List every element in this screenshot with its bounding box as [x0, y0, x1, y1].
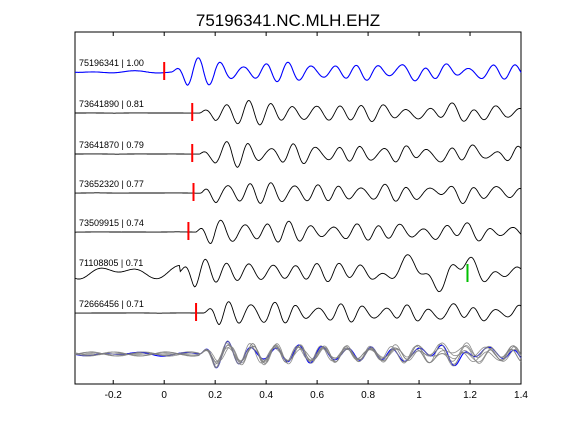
- trace-line-73641870: [75, 141, 522, 168]
- x-tick-label: 0.8: [361, 390, 375, 401]
- stack-overlay-line: [74, 342, 522, 366]
- picks-group: [163, 62, 469, 321]
- trace-line-71108805: [74, 254, 522, 293]
- trace-line-72666456: [75, 301, 522, 325]
- x-tick-label: 0.2: [208, 390, 222, 401]
- x-tick-label: 1.4: [514, 390, 528, 401]
- trace-line-73509915: [74, 219, 522, 244]
- trace-label: 73509915 | 0.74: [79, 218, 144, 228]
- x-tick-label: -0.2: [105, 390, 123, 401]
- trace-line-73652320: [75, 182, 522, 204]
- trace-label: 75196341 | 1.00: [79, 58, 144, 68]
- trace-label: 73641870 | 0.79: [79, 140, 144, 150]
- traces-group: [74, 57, 522, 325]
- chart-title: 75196341.NC.MLH.EHZ: [196, 11, 380, 30]
- trace-label: 72666456 | 0.71: [79, 299, 144, 309]
- trace-label: 73652320 | 0.77: [79, 179, 144, 189]
- trace-labels-group: 75196341 | 1.00 73641890 | 0.81 73641870 |…: [79, 58, 144, 309]
- plot-frame: [74, 31, 522, 385]
- x-tick-label: 1.2: [463, 390, 477, 401]
- x-tick-label: 0: [161, 390, 167, 401]
- x-axis: -0.2 0 0.2 0.4 0.6 0.8 1 1.2 1.4: [105, 32, 528, 401]
- stack-group: [74, 340, 522, 369]
- trace-line-75196341: [75, 57, 522, 86]
- trace-line-73641890: [75, 100, 522, 126]
- trace-label: 71108805 | 0.71: [79, 258, 143, 268]
- x-tick-label: 0.4: [259, 390, 273, 401]
- stack-overlay-line: [74, 340, 522, 368]
- x-tick-label: 1: [416, 390, 422, 401]
- trace-label: 73641890 | 0.81: [79, 99, 144, 109]
- x-tick-label: 0.6: [310, 390, 324, 401]
